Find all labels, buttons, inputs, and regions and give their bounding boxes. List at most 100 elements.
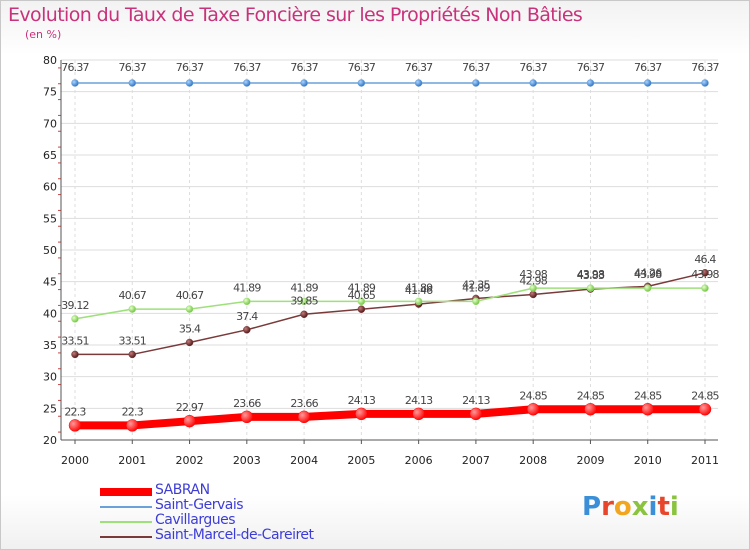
data-label-sabran: 24.85 (691, 389, 719, 402)
data-point-cavillargues (300, 297, 308, 306)
data-label-cavillargues: 41.89 (462, 281, 490, 294)
data-label-sabran: 24.85 (519, 389, 547, 402)
x-tick-label: 2003 (233, 454, 261, 467)
y-tick-label: 30 (43, 371, 57, 384)
data-point-saint-gervais (586, 79, 595, 87)
data-point-cavillargues (529, 284, 537, 292)
data-label-saint-marcel-de-careiret: 40.65 (348, 289, 376, 302)
logo-letter: i (648, 492, 658, 522)
data-point-sabran (68, 419, 82, 432)
data-label-saint-gervais: 76.37 (348, 61, 376, 74)
legend-item-sabran: SABRAN (100, 482, 360, 499)
y-tick-label: 55 (43, 212, 57, 225)
data-point-cavillargues (243, 297, 251, 306)
legend-label-saint-gervais: Saint-Gervais (155, 497, 244, 513)
x-tick-label: 2002 (176, 454, 204, 467)
data-point-sabran (469, 407, 483, 421)
data-point-cavillargues (185, 305, 194, 313)
data-point-saint-marcel-de-careiret (357, 305, 366, 313)
x-tick-label: 2011 (691, 454, 719, 467)
data-label-cavillargues: 43.98 (691, 268, 719, 281)
data-point-sabran (526, 403, 540, 416)
legend-swatch-saint-gervais (100, 506, 152, 508)
data-point-saint-gervais (357, 79, 366, 87)
data-label-sabran: 24.13 (405, 394, 433, 407)
series-line-sabran (75, 405, 705, 430)
data-point-cavillargues (701, 284, 709, 292)
logo-letter: o (613, 492, 632, 522)
data-point-cavillargues (472, 297, 480, 306)
x-tick-label: 2008 (519, 454, 547, 467)
data-point-saint-gervais (128, 79, 137, 87)
data-point-cavillargues (357, 297, 366, 306)
y-tick-label: 35 (43, 339, 57, 352)
y-tick-label: 20 (43, 434, 57, 447)
data-point-sabran (355, 407, 368, 421)
data-point-saint-gervais (414, 79, 423, 87)
x-tick-label: 2005 (347, 454, 375, 467)
data-labels: 33.51 33.51 35.4 37.4 39.85 40.65 41.46 42.35 42… (61, 61, 720, 418)
data-label-sabran: 22.3 (122, 405, 144, 418)
data-label-sabran: 24.13 (348, 394, 376, 407)
axes: 20 25 30 35 40 45 50 55 60 65 70 75 80 2000 2001 2002 20… (43, 54, 719, 467)
y-tick-label: 80 (43, 54, 57, 67)
legend-label-saint-marcel-de-careiret: Saint-Marcel-de-Careiret (155, 527, 314, 543)
data-label-saint-marcel-de-careiret: 46.4 (694, 253, 716, 266)
y-tick-label: 60 (43, 181, 57, 194)
data-label-sabran: 24.85 (634, 389, 662, 402)
data-point-sabran (641, 403, 654, 416)
data-point-sabran (126, 419, 139, 432)
data-point-saint-marcel-de-careiret (185, 338, 194, 347)
data-label-saint-gervais: 76.37 (462, 61, 490, 74)
data-point-saint-gervais (643, 79, 652, 87)
data-point-saint-gervais (243, 79, 251, 87)
data-point-saint-gervais (472, 79, 480, 87)
data-point-cavillargues (643, 284, 652, 292)
data-point-cavillargues (128, 305, 137, 313)
data-label-saint-marcel-de-careiret: 37.4 (236, 310, 258, 323)
data-label-saint-gervais: 76.37 (577, 61, 605, 74)
data-point-saint-gervais (529, 79, 537, 87)
data-label-saint-gervais: 76.37 (61, 61, 89, 74)
legend-swatch-saint-marcel-de-careiret (100, 536, 152, 538)
data-point-sabran (240, 410, 254, 424)
data-label-cavillargues: 43.98 (519, 268, 547, 281)
y-tick-label: 65 (43, 149, 57, 162)
data-point-saint-gervais (701, 79, 709, 87)
data-point-sabran (584, 403, 597, 416)
data-point-cavillargues (586, 284, 595, 292)
data-label-cavillargues: 39.12 (61, 299, 89, 312)
data-point-cavillargues (414, 297, 423, 306)
series-line-cavillargues (74, 287, 705, 320)
data-point-sabran (412, 407, 425, 421)
data-point-saint-marcel-de-careiret (128, 350, 137, 359)
grid-lines (61, 59, 718, 441)
data-label-saint-marcel-de-careiret: 42.98 (519, 274, 547, 287)
y-tick-label: 50 (43, 244, 57, 257)
x-tick-label: 2007 (462, 454, 490, 467)
x-tick-label: 2009 (576, 454, 604, 467)
data-point-sabran (183, 414, 196, 428)
data-label-cavillargues: 40.67 (176, 289, 204, 302)
y-tick-label: 40 (43, 307, 57, 320)
legend-swatch-cavillargues (100, 521, 152, 523)
data-point-saint-gervais (71, 79, 79, 87)
data-label-saint-gervais: 76.37 (634, 61, 662, 74)
data-label-saint-marcel-de-careiret: 33.51 (61, 334, 89, 347)
data-label-cavillargues: 40.67 (119, 289, 147, 302)
data-label-cavillargues: 41.89 (233, 281, 261, 294)
legend: SABRAN Saint-Gervais Cavillargues Saint-… (100, 482, 360, 544)
data-label-saint-marcel-de-careiret: 43.83 (577, 269, 605, 282)
data-label-sabran: 22.3 (64, 405, 86, 418)
logo-letter: x (631, 492, 649, 522)
data-label-saint-marcel-de-careiret: 39.85 (290, 294, 318, 307)
data-label-saint-marcel-de-careiret: 42.35 (462, 278, 490, 291)
x-tick-label: 2010 (634, 454, 662, 467)
data-label-saint-gervais: 76.37 (233, 61, 261, 74)
data-label-saint-gervais: 76.37 (176, 61, 204, 74)
legend-swatch-sabran (100, 488, 152, 496)
data-label-saint-marcel-de-careiret: 33.51 (119, 334, 147, 347)
data-label-saint-marcel-de-careiret: 35.4 (179, 322, 201, 335)
y-tick-label: 75 (43, 86, 57, 99)
